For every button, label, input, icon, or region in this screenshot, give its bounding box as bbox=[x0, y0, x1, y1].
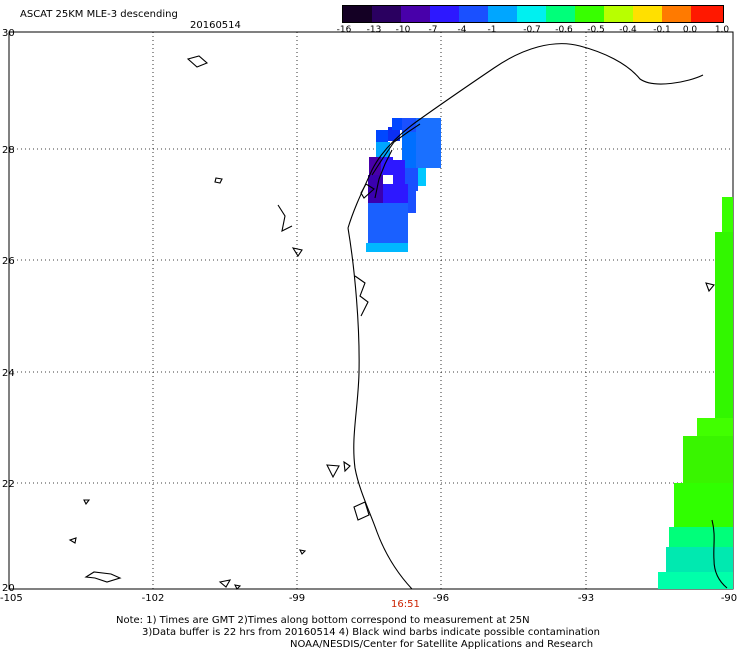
lake-outline bbox=[218, 579, 232, 588]
colorbar-label: -0.1 bbox=[653, 25, 671, 35]
colorbar-label: -0.5 bbox=[587, 25, 605, 35]
longitude-label: -93 bbox=[577, 593, 595, 604]
latitude-label: 26 bbox=[2, 256, 15, 267]
colorbar-segment bbox=[372, 6, 401, 22]
colorbar-segment bbox=[546, 6, 575, 22]
measurement-cell bbox=[366, 243, 408, 252]
lake-outline bbox=[214, 177, 223, 184]
data-credit: NOAA/NESDIS/Center for Satellite Applica… bbox=[290, 639, 594, 650]
longitude-label: -96 bbox=[432, 593, 450, 604]
colorbar-label: -1 bbox=[487, 25, 497, 35]
texas-louisiana-coast bbox=[347, 43, 704, 229]
latitude-label: 24 bbox=[2, 368, 15, 379]
measurement-cell bbox=[416, 118, 441, 168]
lake-outline bbox=[84, 571, 122, 583]
coastal-lagoon bbox=[354, 275, 369, 317]
lake-outline bbox=[299, 549, 307, 555]
product-date: 20160514 bbox=[190, 20, 241, 31]
measurement-cell bbox=[393, 160, 405, 184]
lake-outline bbox=[291, 247, 303, 258]
measurement-cell bbox=[658, 572, 733, 589]
measurement-cell bbox=[383, 184, 408, 206]
colorbar-segment bbox=[575, 6, 604, 22]
coastal-lagoon bbox=[360, 183, 375, 199]
lake-outline bbox=[186, 55, 209, 68]
lake-outline bbox=[68, 537, 77, 544]
colorbar-label: -0.7 bbox=[523, 25, 541, 35]
mexico-coast bbox=[347, 227, 413, 590]
east-gulf-measurements bbox=[658, 197, 733, 589]
coastline bbox=[68, 43, 728, 590]
longitude-label: -102 bbox=[141, 593, 165, 604]
colorbar-segment bbox=[604, 6, 633, 22]
measurement-cell bbox=[376, 130, 388, 142]
product-title: ASCAT 25KM MLE-3 descending bbox=[20, 9, 178, 20]
colorbar-segment bbox=[691, 6, 723, 22]
barrier-island bbox=[371, 123, 421, 176]
measurement-cell bbox=[674, 483, 733, 527]
colorbar-segment bbox=[430, 6, 459, 22]
colorbar-segment bbox=[343, 6, 372, 22]
longitude-label: -105 bbox=[0, 593, 23, 604]
measurement-cell bbox=[405, 168, 418, 191]
lake-outline bbox=[343, 460, 351, 473]
yucatan-coast bbox=[711, 519, 728, 589]
coastal-lagoon bbox=[353, 501, 370, 521]
measurement-cell bbox=[697, 418, 733, 438]
lake-outline bbox=[83, 499, 91, 506]
measurement-cell bbox=[381, 157, 393, 175]
cuba-outline bbox=[705, 282, 715, 293]
colorbar-segment bbox=[517, 6, 546, 22]
longitude-label: -90 bbox=[720, 593, 738, 604]
footer-note-line-1: Note: 1) Times are GMT 2)Times along bot… bbox=[116, 615, 530, 626]
colorbar-label: -0.6 bbox=[555, 25, 573, 35]
colorbar-segment bbox=[662, 6, 691, 22]
colorbar-segment bbox=[488, 6, 517, 22]
latitude-label: 30 bbox=[2, 28, 15, 39]
measurement-cell bbox=[683, 436, 733, 483]
colorbar-segment bbox=[401, 6, 430, 22]
colorbar-label: -7 bbox=[428, 25, 438, 35]
latitude-label: 22 bbox=[2, 479, 15, 490]
colorbar-label: 0.0 bbox=[682, 25, 698, 35]
colorbar-label: -13 bbox=[366, 25, 382, 35]
colorbar-segment bbox=[459, 6, 488, 22]
measurement-cell bbox=[402, 132, 416, 168]
map-frame bbox=[8, 31, 734, 590]
measurement-cell bbox=[666, 547, 733, 572]
measurement-cell bbox=[392, 118, 402, 130]
colorbar-label: -16 bbox=[336, 25, 352, 35]
measurement-cell bbox=[408, 191, 416, 213]
measurement-cell bbox=[669, 527, 733, 547]
measurement-cell bbox=[418, 168, 426, 186]
longitude-label: -99 bbox=[288, 593, 306, 604]
wind-colorbar bbox=[342, 5, 724, 23]
measurement-cell bbox=[368, 203, 408, 243]
overpass-time: 16:51 bbox=[391, 599, 420, 610]
lake-outline bbox=[326, 464, 340, 479]
latitude-label: 20 bbox=[2, 583, 15, 594]
measurement-cell bbox=[402, 118, 416, 132]
footer-note-line-2: 3)Data buffer is 22 hrs from 20160514 4)… bbox=[142, 627, 600, 638]
colorbar-segment bbox=[633, 6, 662, 22]
barrier-island bbox=[374, 149, 393, 199]
lake-outline bbox=[234, 584, 242, 590]
colorbar-label: -10 bbox=[395, 25, 411, 35]
measurement-cell bbox=[368, 175, 383, 203]
colorbar-label: 1.0 bbox=[714, 25, 730, 35]
colorbar-label: -0.4 bbox=[619, 25, 637, 35]
colorbar-label: -4 bbox=[457, 25, 467, 35]
measurement-cell bbox=[722, 197, 733, 237]
measurement-cell bbox=[376, 142, 390, 157]
lake-outline bbox=[277, 204, 293, 232]
latitude-label: 28 bbox=[2, 145, 15, 156]
measurement-cell bbox=[715, 232, 733, 422]
